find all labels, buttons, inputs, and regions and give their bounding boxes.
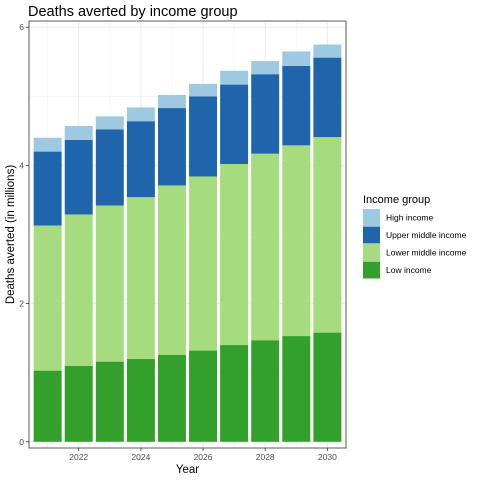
- bar-high-income-2025: [157, 94, 186, 109]
- bar-upper-middle-income-2028: [251, 74, 280, 154]
- legend-label-upper-middle-income: Upper middle income: [386, 230, 467, 240]
- x-tick-label: 2022: [69, 452, 88, 462]
- bar-upper-middle-income-2026: [189, 96, 218, 177]
- bar-high-income-2022: [64, 126, 93, 140]
- bar-high-income-2023: [95, 116, 124, 130]
- legend-label-lower-middle-income: Lower middle income: [386, 248, 467, 258]
- y-tick-label: 4: [19, 160, 24, 170]
- y-axis-title: Deaths averted (in millions): [5, 165, 17, 305]
- bar-low-income-2029: [282, 336, 311, 442]
- bar-upper-middle-income-2030: [313, 57, 342, 138]
- x-axis: 2022 2024 2026 2028 2030: [69, 448, 337, 462]
- legend-swatch-high-income: [363, 209, 380, 226]
- bar-lower-middle-income-2025: [157, 185, 186, 355]
- legend-title: Income group: [363, 194, 430, 206]
- bar-upper-middle-income-2027: [220, 84, 249, 165]
- legend-swatch-lower-middle-income: [363, 244, 380, 261]
- legend-swatch-low-income: [363, 261, 380, 279]
- x-tick-label: 2028: [256, 452, 275, 462]
- bar-high-income-2030: [313, 44, 342, 58]
- bar-lower-middle-income-2026: [189, 176, 218, 351]
- x-axis-title: Year: [176, 464, 199, 476]
- legend: Income group High income Upper middle inc…: [363, 194, 467, 279]
- bar-lower-middle-income-2027: [220, 164, 249, 346]
- bars: [33, 44, 342, 442]
- bar-low-income-2028: [251, 340, 280, 442]
- y-tick-label: 2: [19, 299, 24, 309]
- y-tick-label: 6: [19, 22, 24, 32]
- bar-upper-middle-income-2022: [64, 139, 93, 215]
- bar-upper-middle-income-2021: [33, 151, 62, 226]
- bar-low-income-2022: [64, 365, 93, 442]
- bar-high-income-2021: [33, 137, 62, 152]
- bar-high-income-2029: [282, 51, 311, 66]
- bar-lower-middle-income-2030: [313, 137, 342, 333]
- bar-high-income-2024: [126, 107, 155, 122]
- bar-lower-middle-income-2028: [251, 153, 280, 341]
- bar-low-income-2027: [220, 345, 249, 442]
- y-tick-label: 0: [19, 437, 24, 447]
- x-tick-label: 2030: [318, 452, 337, 462]
- bar-low-income-2024: [126, 358, 155, 442]
- bar-lower-middle-income-2021: [33, 225, 62, 371]
- bar-low-income-2026: [189, 350, 218, 442]
- bar-upper-middle-income-2025: [157, 108, 186, 186]
- bar-lower-middle-income-2023: [95, 205, 124, 362]
- bar-low-income-2021: [33, 370, 62, 442]
- y-axis: 0 2 4 6: [19, 22, 29, 447]
- bar-lower-middle-income-2024: [126, 197, 155, 359]
- chart-title: Deaths averted by income group: [28, 4, 238, 20]
- bar-lower-middle-income-2029: [282, 145, 311, 337]
- bar-high-income-2027: [220, 70, 249, 85]
- x-tick-label: 2026: [194, 452, 213, 462]
- bar-high-income-2026: [189, 83, 218, 97]
- x-tick-label: 2024: [131, 452, 150, 462]
- bar-upper-middle-income-2029: [282, 65, 311, 146]
- bar-high-income-2028: [251, 61, 280, 75]
- bar-low-income-2023: [95, 361, 124, 442]
- legend-label-high-income: High income: [386, 213, 434, 223]
- plot-border: [28, 20, 347, 449]
- bar-low-income-2030: [313, 332, 342, 442]
- bar-upper-middle-income-2024: [126, 121, 155, 198]
- bar-lower-middle-income-2022: [64, 214, 93, 366]
- bar-upper-middle-income-2023: [95, 129, 124, 206]
- legend-label-low-income: Low income: [386, 265, 432, 275]
- legend-swatch-upper-middle-income: [363, 226, 380, 244]
- bar-low-income-2025: [157, 354, 186, 442]
